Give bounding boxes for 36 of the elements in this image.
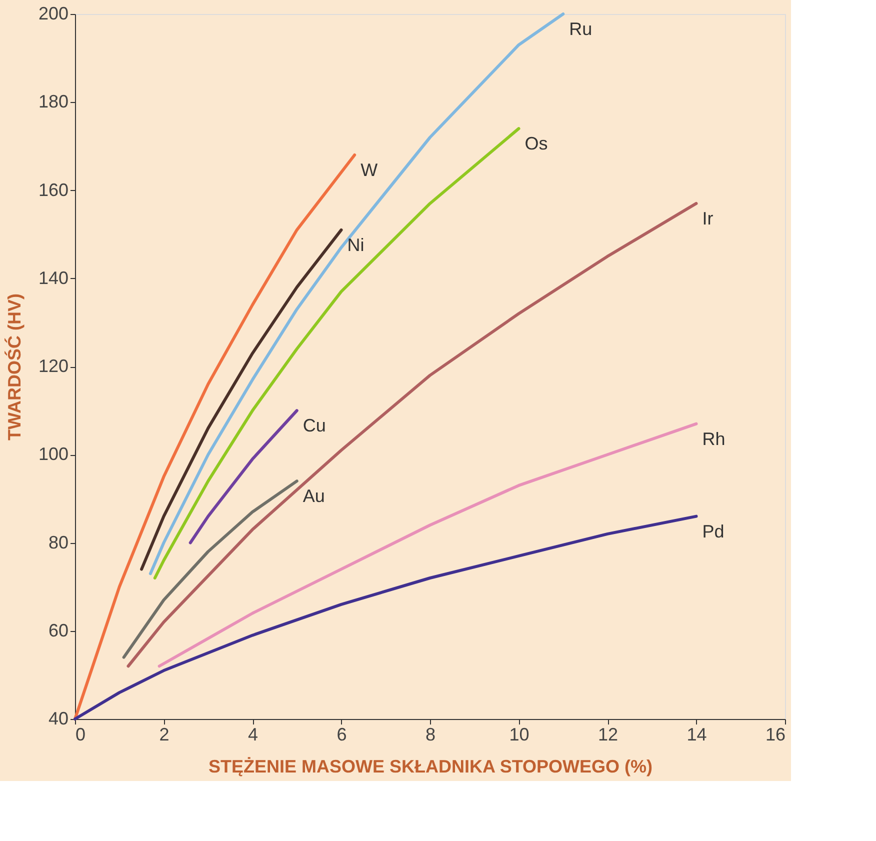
series-label: W [360, 160, 378, 180]
series-label: Ir [702, 208, 714, 228]
series-label: Ru [569, 19, 592, 39]
x-tick-label: 12 [598, 724, 618, 744]
line-series [188, 409, 298, 544]
series-label: Rh [702, 428, 726, 449]
line-series [148, 12, 565, 576]
series-label: Pd [702, 521, 724, 542]
line-series [126, 202, 698, 668]
x-tick-label: 14 [686, 724, 707, 744]
y-tick-label: 200 [38, 4, 68, 24]
line-series [140, 228, 343, 571]
y-tick-label: 100 [38, 444, 68, 464]
y-axis-title: TWARDOŚĆ (HV) [4, 294, 24, 440]
x-tick-label: 8 [425, 724, 436, 744]
line-series [74, 514, 698, 720]
y-tick-label: 180 [38, 92, 68, 112]
x-tick-label: 16 [765, 724, 786, 744]
series-label: Ni [347, 234, 364, 255]
x-tick-label: 4 [248, 724, 258, 744]
series-label: Au [302, 486, 325, 506]
y-tick-label: 120 [38, 356, 68, 376]
x-tick-label: 2 [159, 724, 170, 744]
line-series [122, 480, 298, 659]
line-series [153, 127, 520, 580]
y-tick-label: 140 [38, 268, 68, 288]
x-axis-title: STĘŻENIE MASOWE SKŁADNIKA STOPOWEGO (%) [208, 756, 653, 776]
x-tick-label: 6 [336, 724, 347, 744]
y-tick-label: 160 [38, 180, 68, 200]
series-label: Os [524, 134, 548, 154]
x-tick-label: 10 [509, 724, 530, 744]
series-label: Cu [302, 416, 326, 436]
y-tick-label: 80 [48, 532, 68, 552]
y-tick-label: 40 [48, 708, 68, 728]
x-tick-label: 0 [76, 724, 86, 744]
y-tick-label: 60 [48, 620, 68, 640]
